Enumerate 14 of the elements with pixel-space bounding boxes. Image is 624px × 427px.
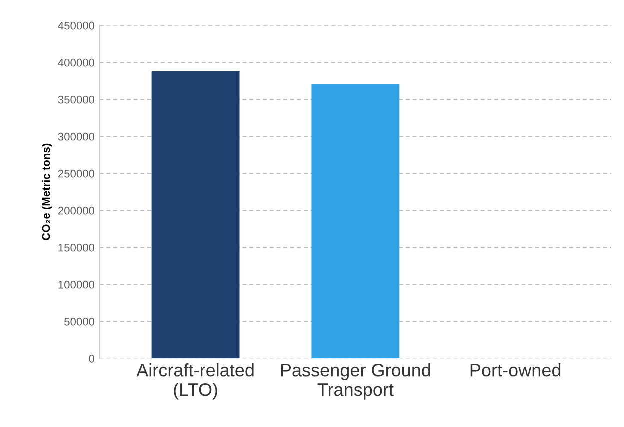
x-tick-label: Port-owned <box>470 364 561 377</box>
y-tick-label: 400000 <box>58 58 95 67</box>
x-tick-label: Aircraft-related (LTO) <box>136 364 254 400</box>
y-tick-label: 350000 <box>58 96 95 104</box>
y-tick-label: 100000 <box>58 280 95 289</box>
y-tick-label: 0 <box>89 354 95 363</box>
y-tick-label: 450000 <box>58 22 95 30</box>
x-tick-label: Passenger Ground Transport <box>281 364 430 400</box>
y-tick-label: 200000 <box>58 206 95 215</box>
y-tick-label: 250000 <box>58 170 95 178</box>
y-tick-label: 300000 <box>58 132 95 141</box>
y-axis-title: CO₂e (Metric tons) <box>42 144 52 240</box>
y-tick-label: 150000 <box>58 244 95 252</box>
y-tick-label: 50000 <box>64 318 95 326</box>
